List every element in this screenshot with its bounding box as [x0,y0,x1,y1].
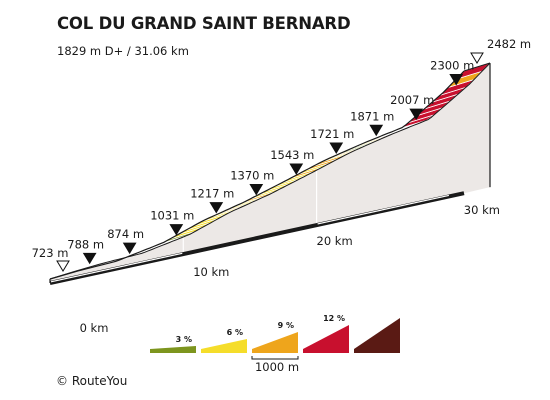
profile-base [49,191,465,285]
strip-front-edge [49,70,465,280]
elevation-label: 1721 m [310,127,354,141]
km-dividers [182,168,318,254]
elevation-marker [82,252,97,265]
elevation-label: 2482 m [487,37,531,51]
elevation-label: 2007 m [390,93,434,107]
elevation-label: 874 m [107,227,144,241]
distance-label: 30 km [464,203,500,217]
credit-text: © RouteYou [56,374,128,388]
profile-side-face [50,63,491,283]
elevation-marker [369,124,384,137]
gradient-legend: 3 % 6 % 9 % 12 % 1000 m [150,314,400,374]
elevation-marker [209,202,224,214]
endpoint-marker [470,52,484,64]
base-block-0 [50,252,183,283]
elevation-marker [409,108,424,121]
elevation-label: 1370 m [230,168,274,182]
distance-label: 0 km [80,321,109,335]
elevation-marker [449,74,464,86]
elevation-label: 2300 m [430,59,474,73]
legend-swatch [303,325,349,353]
scale-bar [251,356,299,360]
elevation-label: 1543 m [270,148,314,162]
elevation-marker [329,142,344,154]
legend-swatch [354,318,400,353]
profile-side-area [50,63,490,283]
elevation-label: 1031 m [150,209,194,223]
chart-subtitle: 1829 m D+ / 31.06 km [57,44,189,58]
elevation-label: 723 m [32,246,69,260]
chart-title: COL DU GRAND SAINT BERNARD [57,14,351,33]
legend-label: 3 % [176,335,192,344]
elevation-marker [169,224,184,236]
scale-label: 1000 m [255,360,299,374]
legend-label: 9 % [278,321,294,330]
gradient-strip [49,62,491,280]
elevation-marker [289,163,304,176]
legend-label: 6 % [227,328,243,337]
elevation-label: 788 m [67,237,104,251]
legend-swatch [252,332,298,353]
legend-swatch [201,339,247,353]
strip-back-edge [75,62,491,272]
distance-label: 20 km [317,234,353,248]
legend-swatch [150,346,196,353]
endpoint-marker [56,260,70,272]
distance-label: 10 km [193,265,229,279]
distance-axis: 0 km 10 km 20 km 30 km [80,203,500,335]
elevation-label: 1217 m [190,187,234,201]
legend-label: 12 % [323,314,345,323]
base-line [49,191,465,285]
strip-start-cap [49,270,77,280]
elevation-label: 1871 m [350,109,394,123]
strip-end-cap [463,62,491,72]
base-block-1 [317,194,449,225]
elevation-marker [122,242,137,255]
elevation-marker [249,183,264,196]
